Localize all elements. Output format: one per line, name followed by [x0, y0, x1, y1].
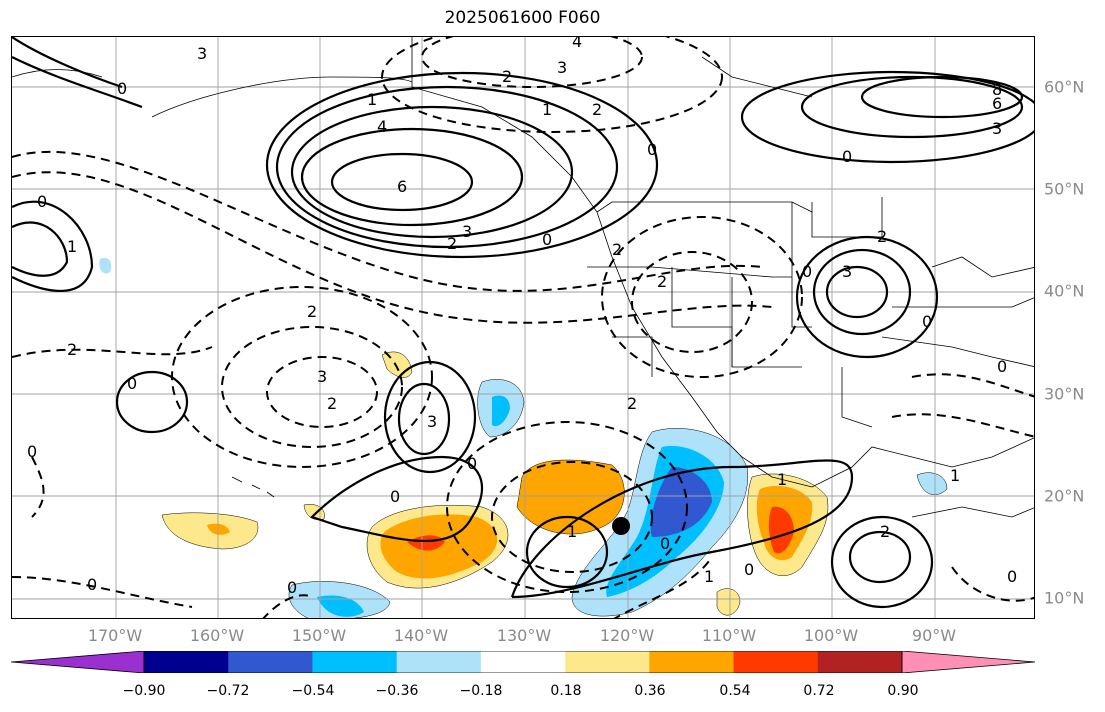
contour-label: 1 [542, 100, 552, 119]
lat-label-50n: 50°N [1044, 179, 1085, 199]
colorbar-tick: 0.36 [634, 683, 666, 699]
contour-label: 0 [87, 575, 97, 594]
lat-label-30n: 30°N [1044, 384, 1085, 404]
contour-label: 0 [37, 192, 47, 211]
lat-label-10n: 10°N [1044, 588, 1085, 608]
contour-label: 3 [317, 367, 327, 386]
contour-label: 4 [377, 117, 387, 136]
map-panel[interactable]: 6 4 3 2 0 1 8 6 3 0 3 0 2 0 4 3 2 1 2 0 … [11, 36, 1035, 619]
colorbar-segment [312, 651, 398, 673]
map-title: 2025061600 F060 [444, 8, 601, 28]
colorbar-segment [649, 651, 735, 673]
contour-label: 2 [307, 302, 317, 321]
lat-label-60n: 60°N [1044, 77, 1085, 97]
contour-label: 3 [557, 58, 567, 77]
contour-label: 0 [390, 487, 400, 506]
contour-label: 2 [447, 234, 457, 253]
lon-label-100w: 100°W [803, 626, 859, 645]
contour-label: 3 [842, 262, 852, 281]
storm-center-marker[interactable] [612, 517, 630, 535]
contour-label: 0 [842, 147, 852, 166]
contour-labels: 6 4 3 2 0 1 8 6 3 0 3 0 2 0 4 3 2 1 2 0 … [27, 37, 1017, 597]
contour-label: 2 [327, 394, 337, 413]
colorbar-extend-low [11, 651, 145, 673]
colorbar-tick: −0.72 [206, 683, 250, 699]
colorbar-tick: −0.18 [459, 683, 503, 699]
contour-label: 1 [704, 567, 714, 586]
shaded-fields [99, 257, 948, 618]
colorbar-tick: 0.72 [803, 683, 835, 699]
contour-label: 2 [877, 227, 887, 246]
lon-label-110w: 110°W [701, 626, 757, 645]
contour-label: 2 [627, 394, 637, 413]
colorbar [11, 651, 1035, 673]
contour-label: 0 [1007, 567, 1017, 586]
contour-label: 0 [802, 262, 812, 281]
contour-label: 0 [117, 79, 127, 98]
contour-label: 1 [777, 470, 787, 489]
contour-label: 0 [27, 442, 37, 461]
lon-label-120w: 120°W [599, 626, 655, 645]
lon-label-140w: 140°W [393, 626, 449, 645]
contour-label: 0 [647, 140, 657, 159]
colorbar-segment [565, 651, 650, 673]
colorbar-segment [144, 651, 229, 673]
colorbar-tick: −0.36 [375, 683, 419, 699]
contour-label: 1 [67, 237, 77, 256]
contour-label: 1 [367, 90, 377, 109]
map-canvas: 6 4 3 2 0 1 8 6 3 0 3 0 2 0 4 3 2 1 2 0 … [12, 37, 1034, 618]
contour-label: 3 [992, 119, 1002, 138]
lat-label-40n: 40°N [1044, 281, 1085, 301]
colorbar-segment [480, 651, 566, 673]
contour-label: 2 [502, 67, 512, 86]
contour-label: 0 [997, 357, 1007, 376]
colorbar-tick: 0.54 [719, 683, 751, 699]
contour-label: 2 [612, 240, 622, 259]
contour-label: 0 [744, 560, 754, 579]
contour-label: 0 [922, 312, 932, 331]
colorbar-tick: −0.90 [122, 683, 166, 699]
contour-label: 0 [127, 374, 137, 393]
contour-label: 3 [462, 222, 472, 241]
contour-label: 0 [467, 454, 477, 473]
lon-label-90w: 90°W [911, 626, 957, 645]
contour-label: 1 [950, 466, 960, 485]
colorbar-tick: 0.90 [887, 683, 919, 699]
lat-label-20n: 20°N [1044, 486, 1085, 506]
colorbar-border [143, 651, 903, 673]
lon-label-150w: 150°W [291, 626, 347, 645]
contour-label: 1 [567, 522, 577, 541]
colorbar-extend-high [901, 651, 1035, 673]
contour-label: 0 [542, 230, 552, 249]
coastlines [12, 37, 1034, 518]
contour-label: 2 [592, 100, 602, 119]
colorbar-segment [733, 651, 819, 673]
solid-contours [12, 37, 1034, 609]
contour-label: 3 [197, 44, 207, 63]
colorbar-tick: −0.54 [291, 683, 335, 699]
colorbar-tick: 0.18 [550, 683, 582, 699]
contour-label: 3 [427, 412, 437, 431]
lon-label-160w: 160°W [189, 626, 245, 645]
colorbar-segment [228, 651, 313, 673]
contour-label: 6 [992, 94, 1002, 113]
lon-label-170w: 170°W [87, 626, 143, 645]
lon-label-130w: 130°W [496, 626, 552, 645]
contour-label: 8 [992, 80, 1002, 99]
contour-label: 2 [67, 340, 77, 359]
colorbar-segment [817, 651, 903, 673]
contour-label: 6 [397, 177, 407, 196]
contour-label: 4 [572, 37, 582, 51]
contour-label: 0 [287, 578, 297, 597]
contour-label: 2 [880, 522, 890, 541]
contour-label: 0 [660, 534, 670, 553]
colorbar-segment [396, 651, 482, 673]
contour-label: 2 [657, 272, 667, 291]
dashed-contours [12, 37, 1034, 618]
